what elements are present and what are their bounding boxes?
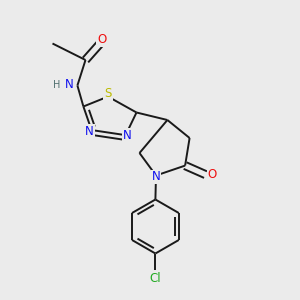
Text: O: O	[208, 167, 217, 181]
Text: H: H	[53, 80, 61, 90]
Text: Cl: Cl	[150, 272, 161, 285]
Text: N: N	[123, 129, 132, 142]
Text: N: N	[85, 124, 94, 138]
Text: O: O	[98, 33, 106, 46]
Text: N: N	[64, 78, 74, 91]
Text: S: S	[104, 87, 112, 100]
Text: N: N	[152, 170, 160, 184]
